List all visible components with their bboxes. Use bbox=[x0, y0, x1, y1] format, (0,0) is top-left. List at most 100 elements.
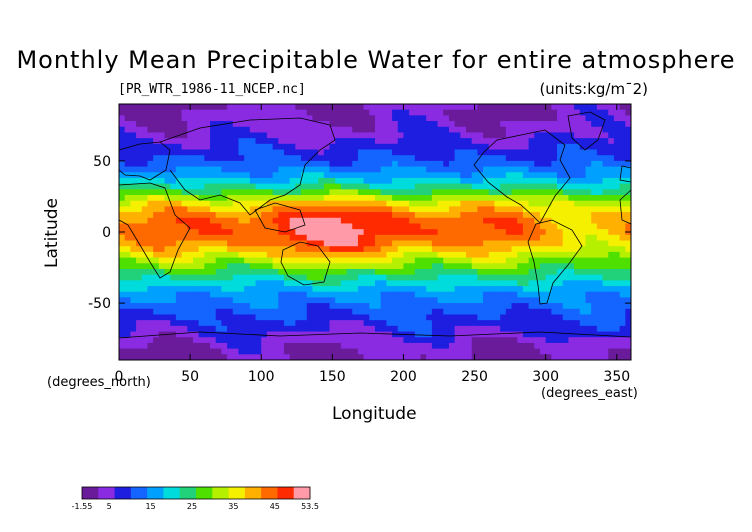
heatmap-cell bbox=[454, 314, 461, 321]
heatmap-cell bbox=[255, 325, 262, 333]
heatmap-cell bbox=[522, 229, 530, 236]
heatmap-cell bbox=[210, 149, 217, 156]
heatmap-cell bbox=[409, 303, 416, 310]
heatmap-cell bbox=[301, 251, 308, 259]
heatmap-cell bbox=[471, 308, 478, 316]
heatmap-cell bbox=[414, 325, 422, 333]
heatmap-cell bbox=[312, 132, 319, 139]
heatmap-cell bbox=[426, 257, 433, 264]
heatmap-cell bbox=[295, 331, 302, 338]
heatmap-cell bbox=[625, 206, 631, 213]
heatmap-cell bbox=[392, 177, 399, 185]
heatmap-cell bbox=[545, 126, 552, 134]
heatmap-cell bbox=[153, 183, 160, 190]
heatmap-cell bbox=[409, 138, 416, 145]
heatmap-cell bbox=[397, 263, 405, 270]
heatmap-cell bbox=[335, 155, 342, 162]
heatmap-cell bbox=[283, 195, 291, 202]
heatmap-cell bbox=[608, 132, 615, 139]
heatmap-cell bbox=[375, 115, 382, 122]
heatmap-cell bbox=[511, 126, 518, 134]
heatmap-cell bbox=[204, 348, 211, 355]
heatmap-cell bbox=[431, 325, 439, 333]
heatmap-cell bbox=[494, 212, 501, 219]
heatmap-cell bbox=[158, 115, 166, 122]
heatmap-cell bbox=[380, 166, 387, 173]
heatmap-cell bbox=[505, 109, 513, 116]
heatmap-cell bbox=[232, 206, 240, 213]
heatmap-cell bbox=[539, 348, 547, 355]
heatmap-cell bbox=[170, 109, 177, 116]
heatmap-cell bbox=[238, 109, 245, 116]
heatmap-cell bbox=[153, 223, 160, 230]
heatmap-cell bbox=[483, 325, 490, 333]
heatmap-cell bbox=[625, 200, 631, 207]
heatmap-cell bbox=[608, 229, 615, 236]
heatmap-cell bbox=[124, 268, 131, 276]
heatmap-cell bbox=[585, 348, 592, 355]
heatmap-cell bbox=[283, 268, 291, 276]
heatmap-cell bbox=[551, 337, 558, 344]
heatmap-cell bbox=[164, 286, 171, 293]
heatmap-cell bbox=[625, 149, 631, 156]
heatmap-cell bbox=[448, 229, 456, 236]
heatmap-cell bbox=[454, 251, 461, 259]
heatmap-cell bbox=[147, 195, 154, 202]
heatmap-cell bbox=[443, 195, 450, 202]
heatmap-cell bbox=[278, 155, 285, 162]
heatmap-cell bbox=[460, 297, 467, 304]
heatmap-cell bbox=[232, 126, 240, 134]
heatmap-cell bbox=[403, 263, 410, 270]
heatmap-cell bbox=[431, 320, 439, 327]
heatmap-cell bbox=[380, 177, 387, 185]
heatmap-cell bbox=[557, 314, 564, 321]
heatmap-cell bbox=[591, 291, 598, 299]
heatmap-cell bbox=[318, 234, 325, 242]
heatmap-cell bbox=[511, 172, 518, 179]
heatmap-cell bbox=[511, 155, 518, 162]
heatmap-cell bbox=[369, 121, 376, 128]
heatmap-cell bbox=[409, 143, 416, 151]
heatmap-cell bbox=[551, 286, 558, 293]
heatmap-cell bbox=[249, 246, 257, 253]
heatmap-cell bbox=[511, 325, 518, 333]
heatmap-cell bbox=[500, 160, 507, 168]
heatmap-cell bbox=[301, 217, 308, 225]
heatmap-cell bbox=[534, 303, 541, 310]
heatmap-cell bbox=[244, 268, 251, 276]
heatmap-cell bbox=[562, 280, 570, 287]
heatmap-cell bbox=[164, 166, 171, 173]
heatmap-cell bbox=[557, 172, 564, 179]
heatmap-cell bbox=[431, 109, 439, 116]
heatmap-cell bbox=[403, 223, 410, 230]
colorbar-swatch bbox=[257, 487, 262, 499]
heatmap-cell bbox=[192, 257, 200, 264]
heatmap-cell bbox=[215, 132, 222, 139]
heatmap-cell bbox=[471, 172, 478, 179]
heatmap-cell bbox=[608, 109, 615, 116]
heatmap-cell bbox=[437, 126, 444, 134]
heatmap-cell bbox=[187, 206, 194, 213]
heatmap-cell bbox=[181, 217, 188, 225]
heatmap-cell bbox=[397, 115, 405, 122]
heatmap-cell bbox=[426, 342, 433, 350]
heatmap-cell bbox=[431, 195, 439, 202]
heatmap-cell bbox=[466, 166, 473, 173]
heatmap-cell bbox=[471, 109, 478, 116]
heatmap-cell bbox=[574, 223, 581, 230]
heatmap-cell bbox=[232, 183, 240, 190]
heatmap-cell bbox=[335, 172, 342, 179]
heatmap-cell bbox=[192, 109, 200, 116]
heatmap-cell bbox=[255, 183, 262, 190]
heatmap-cell bbox=[232, 223, 240, 230]
heatmap-cell bbox=[255, 149, 262, 156]
heatmap-cell bbox=[568, 320, 575, 327]
heatmap-cell bbox=[437, 246, 444, 253]
heatmap-cell bbox=[613, 342, 621, 350]
heatmap-cell bbox=[545, 246, 552, 253]
heatmap-cell bbox=[380, 263, 387, 270]
heatmap-cell bbox=[170, 177, 177, 185]
heatmap-cell bbox=[579, 274, 587, 281]
colorbar-swatch bbox=[159, 487, 164, 499]
heatmap-cell bbox=[392, 149, 399, 156]
